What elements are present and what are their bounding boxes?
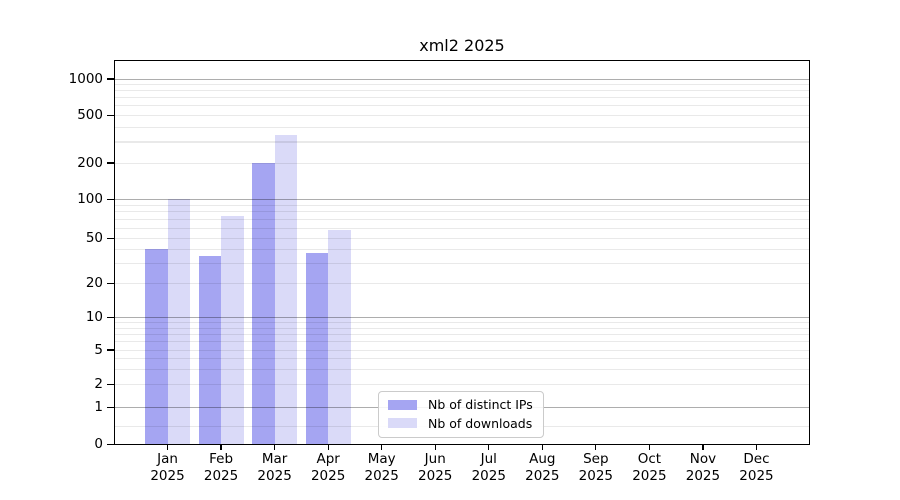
gridline [114,368,810,370]
x-tick-label: Jan 2025 [150,450,185,484]
x-tick-label: Sep 2025 [578,450,614,484]
y-tick-label: 500 [77,107,103,123]
y-tick-label: 100 [77,190,103,207]
legend-item-downloads: Nb of downloads [388,414,534,433]
y-tick-label: 0 [94,436,103,452]
legend-item-ips: Nb of distinct IPs [388,396,534,415]
gridline [114,327,810,329]
x-tick-mark [381,445,383,451]
gridline [114,282,810,284]
y-tick-label: 20 [85,274,103,291]
x-tick-label: Feb 2025 [203,450,239,484]
x-tick-mark [273,445,276,451]
x-tick-mark [755,445,758,451]
y-tick-label: 1000 [68,70,103,87]
gridline [114,97,810,99]
x-tick-label: May 2025 [364,450,399,484]
gridline [114,227,810,229]
gridline [114,115,810,117]
legend-swatch-ips [388,399,417,410]
gridline [114,322,810,324]
y-tick-label: 10 [85,309,103,326]
gridline [114,333,810,335]
y-tick-mark [107,406,114,409]
y-tick-label: 5 [94,341,103,358]
x-tick-mark [702,445,704,451]
x-tick-mark [595,445,597,451]
bar-ips-feb [198,255,222,445]
x-tick-label: Jul 2025 [471,450,506,484]
x-tick-label: Jun 2025 [418,450,453,484]
gridline [114,126,810,128]
bar-downloads-apr [328,229,351,445]
y-tick-label: 1 [94,399,103,415]
gridline [114,384,810,386]
bar-downloads-jan [167,199,191,445]
legend-label: Nb of distinct IPs [428,397,533,413]
x-tick-label: Oct 2025 [632,450,667,484]
bar-downloads-mar [274,134,298,445]
bar-ips-mar [252,163,275,445]
x-tick-label: Aug 2025 [525,450,560,484]
x-tick-mark [434,445,436,451]
bar-ips-apr [305,253,329,445]
y-tick-mark [107,317,114,319]
gridline [114,357,810,359]
gridline [114,198,810,200]
bars-layer [114,60,810,445]
y-tick-mark [107,383,114,386]
bar-ips-jan [145,249,168,445]
legend-label: Nb of downloads [428,415,533,431]
x-tick-mark [541,445,543,451]
gridline [114,105,810,107]
x-tick-mark [166,445,169,451]
gridline [114,218,810,220]
y-tick-mark [107,198,114,200]
x-tick-mark [220,445,222,451]
y-tick-mark [107,349,114,351]
x-tick-label: Dec 2025 [739,450,774,484]
legend: Nb of distinct IPs Nb of downloads [378,390,544,438]
x-tick-label: Mar 2025 [257,450,292,484]
gridline [114,204,810,206]
gridline [114,248,810,250]
x-tick-label: Apr 2025 [310,450,346,484]
x-tick-mark [648,445,651,451]
x-tick-mark [327,445,329,451]
bar-downloads-feb [221,216,244,445]
plot-area: Nb of distinct IPs Nb of downloads [114,60,810,445]
gridline [114,78,810,80]
gridline [114,237,810,239]
gridline [114,90,810,92]
gridline [114,262,810,264]
y-tick-mark [107,78,114,80]
y-tick-label: 50 [85,229,103,246]
y-tick-mark [107,282,114,284]
y-tick-label: 200 [77,154,103,171]
y-tick-label: 2 [94,376,103,392]
gridline [114,84,810,86]
gridline [114,141,810,143]
gridline [114,317,810,319]
gridline [114,162,810,164]
chart-title: xml2 2025 [419,36,505,55]
y-tick-mark [107,114,114,117]
gridline [114,341,810,343]
legend-swatch-downloads [388,418,417,429]
gridline [114,349,810,351]
x-tick-label: Nov 2025 [685,450,721,484]
y-tick-mark [107,443,114,446]
gridline [114,211,810,213]
y-tick-mark [107,162,114,164]
x-tick-mark [488,445,490,451]
y-tick-mark [107,237,114,239]
